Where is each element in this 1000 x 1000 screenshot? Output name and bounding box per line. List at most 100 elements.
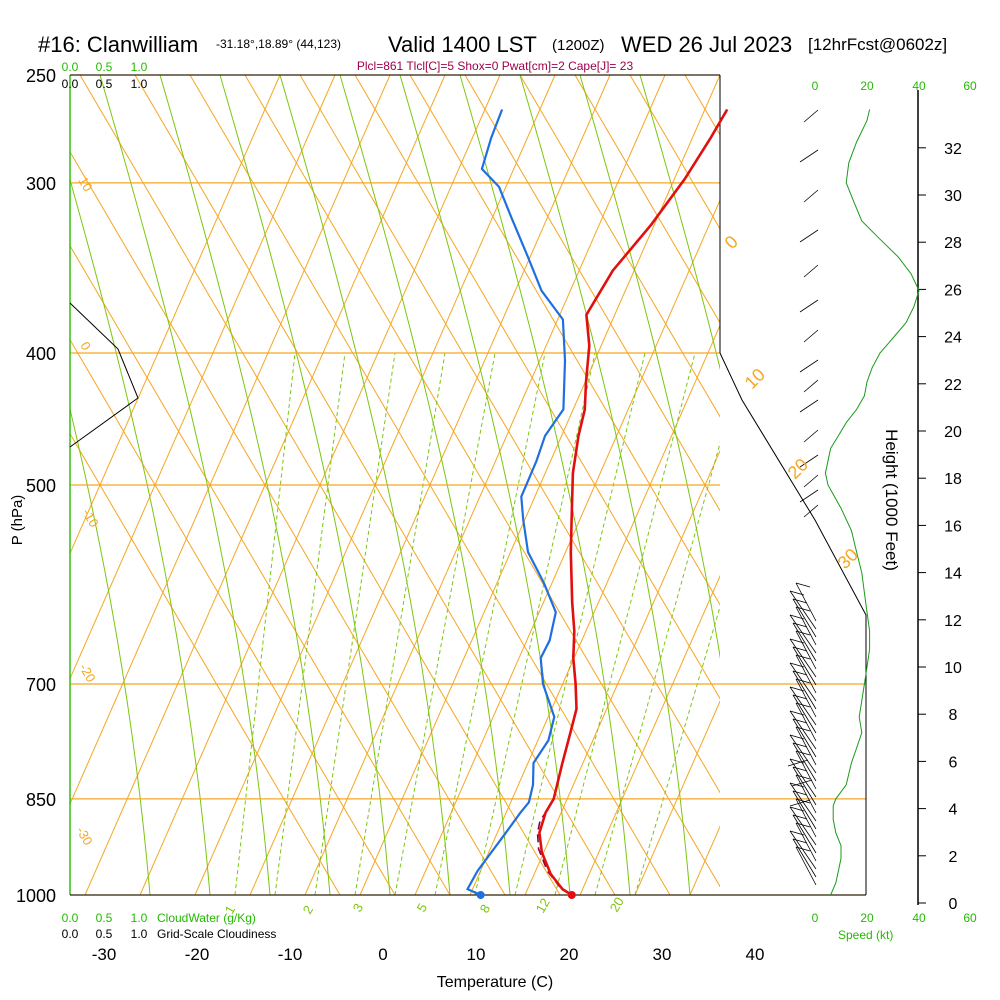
height-tick-label: 6	[949, 754, 958, 771]
moist-adiabat-line	[339, 75, 511, 895]
moist-adiabat-line	[399, 75, 571, 895]
speed-tick-bottom: 40	[912, 911, 926, 925]
mixing-ratio-line	[474, 352, 596, 895]
temperature-tick-label: 0	[378, 945, 387, 964]
pressure-tick-label: 500	[26, 476, 56, 496]
surface-temperature-dot	[567, 891, 576, 899]
height-tick-label: 28	[944, 235, 962, 252]
wind-barb	[789, 662, 817, 702]
dry-adiabat-label: -30	[73, 824, 95, 848]
wind-panel-boundary	[719, 352, 867, 895]
wind-barb	[795, 750, 817, 790]
wind-barb-flag	[792, 598, 808, 604]
zulu-time: (1200Z)	[552, 37, 605, 54]
height-tick-label: 18	[944, 471, 962, 488]
moist-adiabat-line	[99, 75, 271, 895]
wind-barb	[789, 758, 817, 798]
wind-barb	[803, 189, 819, 203]
wind-barb	[799, 399, 819, 413]
wind-barb	[799, 489, 819, 503]
cloudwater-tick-bottom: 0.0	[62, 911, 79, 925]
height-tick-label: 8	[949, 707, 958, 724]
cloudwater-tick-top: 0.5	[96, 60, 113, 74]
wind-barb	[792, 718, 817, 758]
wind-barb	[803, 329, 819, 343]
mixing-ratio-line	[314, 352, 396, 895]
dry-adiabat-line	[850, 75, 1000, 895]
pressure-tick-label: 400	[26, 344, 56, 364]
wind-barb	[789, 638, 817, 678]
wind-barb	[791, 779, 813, 787]
mixing-ratio-line	[594, 441, 720, 895]
dewpoint-line	[465, 109, 567, 897]
mixing-ratio-line	[554, 352, 696, 895]
station-title: #16: Clanwilliam	[38, 32, 198, 57]
temperature-tick-label: 10	[467, 945, 486, 964]
temperature-line	[538, 108, 729, 897]
mixing-ratio-label: 8	[477, 902, 494, 916]
wind-barb	[795, 774, 817, 814]
mixing-ratio-line	[354, 352, 446, 895]
height-tick-label: 12	[944, 613, 962, 630]
wind-barb	[795, 654, 817, 694]
wind-barb	[789, 686, 817, 726]
mixing-ratio-line	[434, 352, 546, 895]
sounding-series	[69, 74, 926, 905]
wind-barb	[795, 846, 817, 886]
wind-barb	[792, 814, 817, 854]
cloudiness-tick-bottom: 0.0	[62, 927, 79, 941]
speed-tick-top: 0	[812, 79, 819, 93]
mixing-ratio-line	[634, 605, 720, 895]
isotherm-line	[634, 700, 720, 895]
wind-barb	[792, 790, 817, 830]
surface-dewpoint-dot	[476, 891, 485, 899]
speed-tick-top: 40	[912, 79, 926, 93]
isotherm-line	[965, 75, 1000, 895]
height-tick-label: 4	[949, 802, 958, 819]
height-tick-label: 24	[944, 330, 962, 347]
y-axis-label: P (hPa)	[9, 495, 26, 546]
height-tick-label: 14	[944, 566, 962, 583]
height-tick-label: 32	[944, 141, 962, 158]
cloudwater-label: CloudWater (g/Kg)	[157, 911, 256, 925]
speed-tick-bottom: 20	[860, 911, 874, 925]
cloudwater-tick-top: 1.0	[131, 60, 148, 74]
mixing-ratio-line	[394, 352, 496, 895]
wind-barb	[803, 379, 819, 393]
wind-barb	[787, 759, 809, 767]
wind-barb	[795, 822, 817, 862]
wind-barb	[789, 710, 817, 750]
height-tick-label: 22	[944, 377, 962, 394]
cloudiness-label: Grid-Scale Cloudiness	[157, 927, 276, 941]
wind-barb	[795, 798, 817, 838]
pressure-tick-label: 850	[26, 790, 56, 810]
pressure-tick-label: 1000	[16, 886, 56, 906]
wind-barb-flag	[792, 646, 808, 652]
mixing-ratio-label: 12	[533, 895, 553, 915]
dry-adiabat-line	[519, 75, 720, 418]
wind-barb	[792, 646, 817, 686]
wind-barb	[792, 598, 817, 638]
pressure-tick-label: 300	[26, 174, 56, 194]
dry-adiabat-right-label: 20	[784, 455, 812, 483]
cloudwater-tick-bottom: 1.0	[131, 911, 148, 925]
dry-adiabat-right-label: 10	[741, 365, 769, 393]
isotherm-line	[579, 574, 720, 895]
wind-barb	[792, 622, 817, 662]
dry-adiabat-label: 0	[77, 339, 94, 353]
temperature-tick-label: -30	[92, 945, 117, 964]
valid-time: Valid 1400 LST	[388, 32, 537, 57]
cloudiness-tick-bottom: 0.5	[96, 927, 113, 941]
temperature-tick-label: 30	[653, 945, 672, 964]
wind-barb	[789, 830, 817, 870]
wind-barb-flag	[792, 838, 808, 844]
dry-adiabat-label: -20	[76, 661, 98, 685]
wind-barb	[792, 694, 817, 734]
height-tick-label: 26	[944, 282, 962, 299]
wind-barb	[795, 606, 817, 646]
cloudiness-tick-top: 1.0	[131, 77, 148, 91]
wind-barb	[799, 359, 819, 373]
wind-barb	[803, 429, 819, 443]
height-axis-label: Height (1000 Feet)	[882, 429, 901, 571]
wind-barb	[799, 149, 819, 163]
